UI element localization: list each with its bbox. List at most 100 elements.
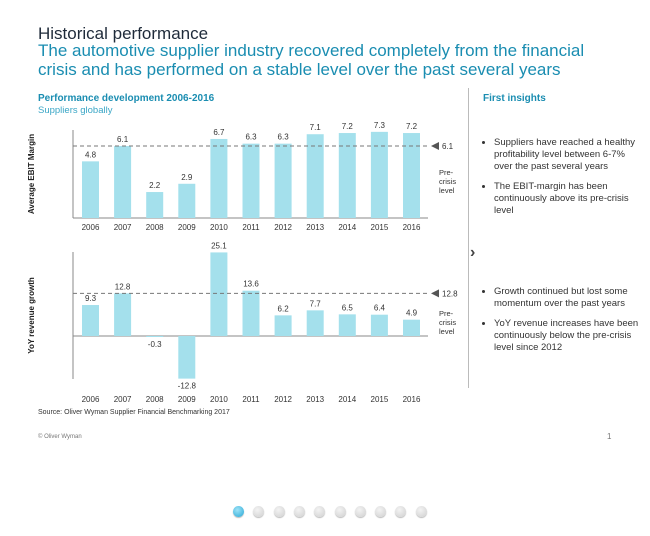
chart-title: Performance development 2006-2016 bbox=[38, 93, 215, 104]
data-label: 7.1 bbox=[310, 123, 322, 132]
bar bbox=[403, 133, 420, 218]
data-label: 6.2 bbox=[278, 304, 290, 313]
insights-title: First insights bbox=[483, 93, 546, 104]
x-tick-label: 2009 bbox=[178, 395, 196, 404]
data-label: 4.8 bbox=[85, 150, 97, 159]
x-tick-label: 2010 bbox=[210, 395, 228, 404]
x-tick-label: 2007 bbox=[114, 223, 132, 232]
pagination-dot[interactable] bbox=[233, 506, 244, 517]
bar bbox=[370, 131, 388, 218]
pagination-dot[interactable] bbox=[314, 506, 326, 517]
data-label: -0.3 bbox=[148, 340, 162, 349]
x-tick-label: 2014 bbox=[338, 395, 356, 404]
x-tick-label: 2012 bbox=[274, 223, 292, 232]
data-label: 6.5 bbox=[342, 303, 354, 312]
x-tick-label: 2015 bbox=[371, 395, 389, 404]
reference-note: Pre-crisis level bbox=[439, 168, 456, 195]
bar bbox=[114, 146, 132, 218]
x-tick-label: 2016 bbox=[403, 395, 421, 404]
reference-value: 12.8 bbox=[442, 289, 458, 298]
bar bbox=[210, 252, 228, 336]
bar bbox=[82, 161, 99, 218]
reference-value: 6.1 bbox=[442, 142, 454, 151]
triangle-left-icon bbox=[431, 289, 439, 298]
pagination-dot[interactable] bbox=[334, 506, 346, 517]
bar bbox=[370, 314, 388, 336]
x-tick-label: 2013 bbox=[306, 395, 324, 404]
x-tick-label: 2009 bbox=[178, 223, 196, 232]
data-label: 6.3 bbox=[278, 133, 290, 142]
x-tick-label: 2011 bbox=[242, 395, 260, 404]
pagination-dot[interactable] bbox=[395, 506, 407, 517]
x-tick-label: 2008 bbox=[146, 223, 164, 232]
bar bbox=[178, 183, 196, 218]
data-label: 6.4 bbox=[374, 304, 386, 313]
insights-group-growth: Growth continued but lost some momentum … bbox=[480, 286, 644, 362]
insight-item: The EBIT-margin has been continuously ab… bbox=[494, 181, 644, 217]
chart-subtitle: Suppliers globally bbox=[38, 105, 113, 116]
x-tick-label: 2007 bbox=[114, 395, 132, 404]
data-label: 6.1 bbox=[117, 135, 129, 144]
data-label: -12.8 bbox=[178, 382, 197, 391]
bar bbox=[306, 310, 324, 336]
y-axis-label: YoY revenue growth bbox=[27, 277, 36, 354]
copyright: © Oliver Wyman bbox=[38, 434, 82, 440]
insight-item: Suppliers have reached a healthy profita… bbox=[494, 137, 644, 173]
x-tick-label: 2015 bbox=[371, 223, 389, 232]
x-tick-label: 2013 bbox=[306, 223, 324, 232]
bar bbox=[242, 143, 260, 218]
bar bbox=[242, 290, 260, 336]
data-label: 12.8 bbox=[115, 282, 131, 291]
data-label: 7.7 bbox=[310, 299, 322, 308]
bar bbox=[403, 319, 420, 336]
ebit-chart: Average EBIT Margin 4.8 2006 6.1 2007 2.2 2008… bbox=[27, 121, 456, 232]
x-tick-label: 2014 bbox=[338, 223, 356, 232]
pagination-dot[interactable] bbox=[273, 506, 285, 517]
page-number: 1 bbox=[607, 432, 612, 441]
charts: Average EBIT Margin 4.8 2006 6.1 2007 2.2 2008… bbox=[27, 121, 458, 404]
page-subtitle: The automotive supplier industry recover… bbox=[38, 41, 585, 79]
pagination-dot[interactable] bbox=[415, 506, 427, 517]
bar bbox=[146, 336, 164, 337]
data-label: 2.9 bbox=[181, 173, 193, 182]
bar bbox=[210, 138, 228, 218]
bar bbox=[274, 315, 292, 336]
pagination-dot[interactable] bbox=[354, 506, 366, 517]
y-axis-label: Average EBIT Margin bbox=[27, 134, 36, 214]
x-tick-label: 2008 bbox=[146, 395, 164, 404]
insights-group-ebit: Suppliers have reached a healthy profita… bbox=[480, 137, 644, 225]
bar bbox=[178, 336, 196, 379]
bar bbox=[338, 133, 356, 218]
insight-item: Growth continued but lost some momentum … bbox=[494, 286, 644, 310]
x-tick-label: 2010 bbox=[210, 223, 228, 232]
x-tick-label: 2006 bbox=[82, 395, 100, 404]
pagination-dot[interactable] bbox=[253, 506, 265, 517]
bar bbox=[274, 143, 292, 218]
data-label: 7.2 bbox=[406, 122, 418, 131]
page-title: Historical performance bbox=[38, 24, 209, 43]
data-label: 9.3 bbox=[85, 294, 97, 303]
x-tick-label: 2011 bbox=[242, 223, 260, 232]
x-tick-label: 2006 bbox=[82, 223, 100, 232]
revenue-growth-chart: YoY revenue growth 9.3 2006 12.8 2007 -0.3 200… bbox=[27, 241, 458, 404]
data-label: 6.3 bbox=[245, 133, 257, 142]
bar bbox=[114, 293, 132, 336]
data-label: 25.1 bbox=[211, 241, 227, 250]
divider bbox=[468, 88, 469, 388]
pagination-dot[interactable] bbox=[375, 506, 387, 517]
data-label: 6.7 bbox=[213, 128, 225, 137]
source-note: Source: Oliver Wyman Supplier Financial … bbox=[38, 409, 230, 416]
chevron-right-icon: › bbox=[470, 244, 476, 261]
triangle-left-icon bbox=[431, 142, 439, 151]
x-tick-label: 2012 bbox=[274, 395, 292, 404]
data-label: 7.3 bbox=[374, 121, 386, 130]
data-label: 4.9 bbox=[406, 309, 418, 318]
pagination-dot[interactable] bbox=[293, 506, 305, 517]
insight-item: YoY revenue increases have been continuo… bbox=[494, 318, 644, 354]
bar bbox=[82, 305, 99, 336]
bar bbox=[306, 134, 324, 218]
x-tick-label: 2016 bbox=[403, 223, 421, 232]
bar bbox=[338, 314, 356, 336]
data-label: 13.6 bbox=[243, 280, 259, 289]
data-label: 7.2 bbox=[342, 122, 354, 131]
